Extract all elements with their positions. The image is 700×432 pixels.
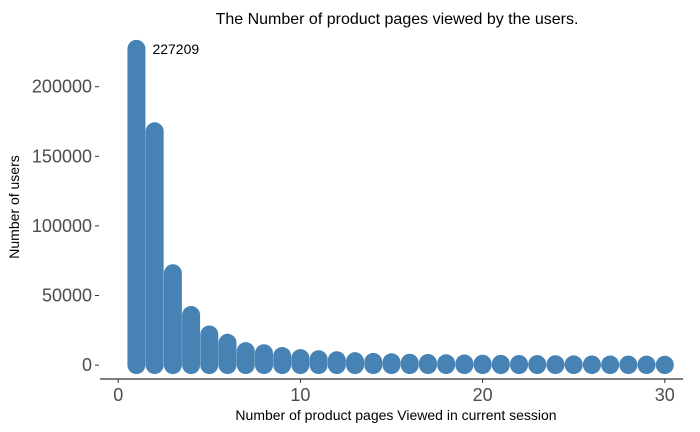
y-tick-label: 0 (82, 355, 92, 375)
bars-group (127, 39, 674, 375)
bar (327, 351, 346, 375)
y-axis-title: Number of users (6, 155, 22, 258)
y-tick-label: 100000 (32, 216, 92, 236)
bar (418, 353, 437, 375)
bar (236, 342, 255, 375)
bar (163, 264, 182, 375)
bar (145, 122, 164, 375)
annotation-group: 227209 (152, 41, 199, 57)
bar (437, 354, 456, 375)
bar (273, 347, 292, 375)
bar (127, 39, 146, 375)
bar (601, 355, 620, 375)
bar (346, 352, 365, 375)
bar (491, 354, 510, 375)
bar (400, 353, 419, 375)
bar (291, 349, 310, 375)
bar (473, 354, 492, 375)
x-tick-label: 0 (113, 385, 123, 405)
x-tick-label: 10 (290, 385, 310, 405)
data-label: 227209 (152, 41, 199, 57)
bar (619, 355, 638, 375)
bar (655, 355, 674, 375)
bar (254, 344, 273, 375)
bar (200, 325, 219, 375)
x-tick-label: 30 (655, 385, 675, 405)
bar (309, 350, 328, 375)
bar (182, 305, 201, 375)
bar (582, 355, 601, 375)
bar (637, 355, 656, 375)
bar (528, 355, 547, 375)
chart-title: The Number of product pages viewed by th… (216, 11, 579, 28)
x-axis: 0 10 20 30 (100, 378, 683, 405)
x-tick-label: 20 (473, 385, 493, 405)
bar (218, 333, 237, 375)
y-axis: 0 50000 100000 150000 200000 (32, 77, 99, 375)
bar (510, 354, 529, 375)
y-tick-label: 150000 (32, 146, 92, 166)
bar (546, 355, 565, 375)
y-tick-label: 50000 (42, 285, 92, 305)
bar (382, 353, 401, 375)
y-tick-label: 200000 (32, 77, 92, 97)
bar (455, 354, 474, 375)
bar (364, 352, 383, 375)
x-axis-title: Number of product pages Viewed in curren… (235, 407, 556, 423)
bar (564, 355, 583, 375)
